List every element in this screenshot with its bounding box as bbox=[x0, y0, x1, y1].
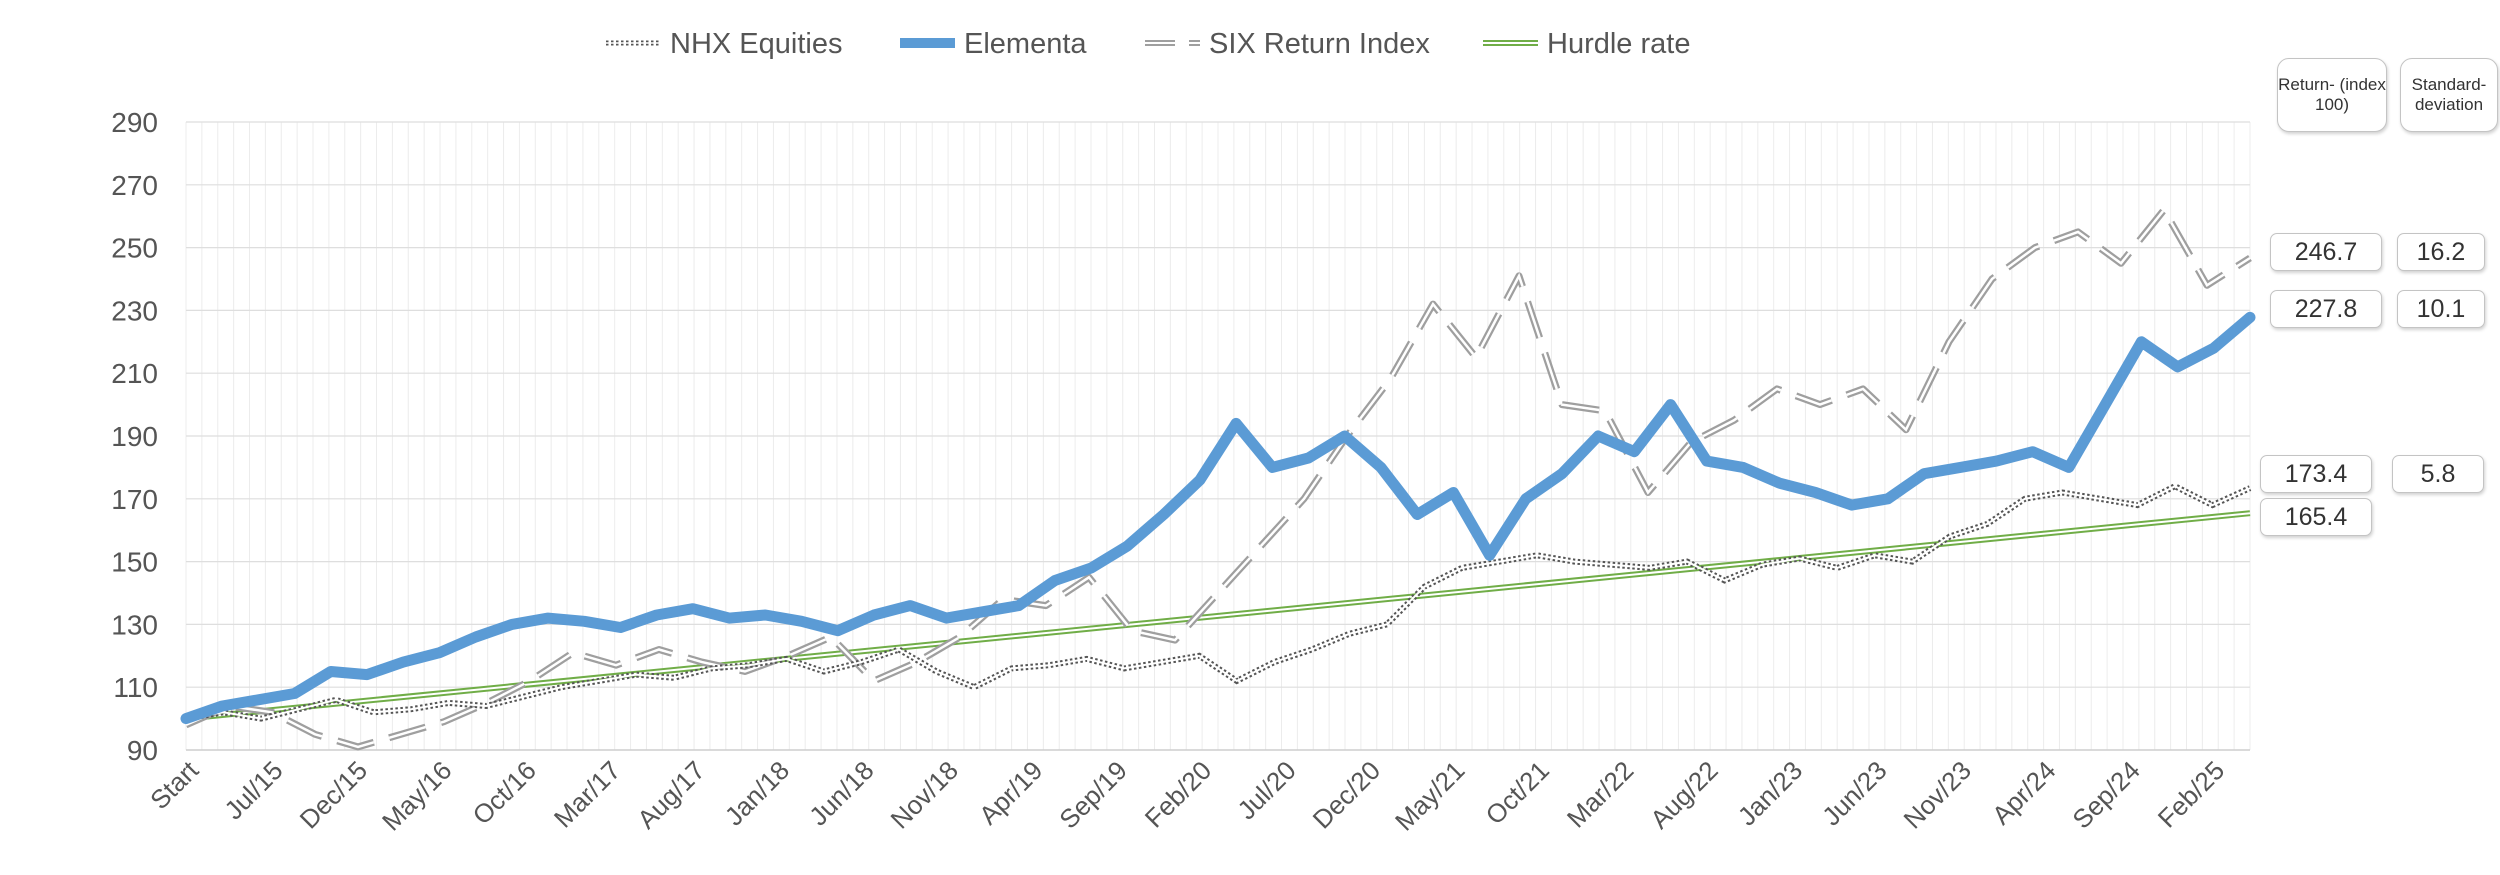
x-tick-label: Jan/23 bbox=[1732, 755, 1808, 831]
six-return-value: 246.7 bbox=[2270, 233, 2382, 271]
legend-item-six-return-index: SIX Return Index bbox=[1145, 28, 1430, 60]
elementa-std-text: 10.1 bbox=[2416, 294, 2466, 323]
return-header-text: Return- (index 100) bbox=[2278, 75, 2386, 114]
six-return-text: 246.7 bbox=[2294, 237, 2358, 266]
x-tick-label: Apr/19 bbox=[973, 755, 1048, 830]
series-line-inner bbox=[185, 485, 2251, 720]
x-tick-label: Apr/24 bbox=[1986, 755, 2061, 830]
elementa-std-value: 10.1 bbox=[2397, 290, 2485, 328]
x-tick-label: May/21 bbox=[1389, 755, 1471, 837]
series-line bbox=[180, 311, 2256, 725]
hurdle-return-text: 165.4 bbox=[2284, 502, 2348, 531]
y-tick-label: 230 bbox=[111, 295, 158, 326]
legend-label: NHX Equities bbox=[670, 28, 842, 60]
x-tick-label: Dec/15 bbox=[294, 755, 373, 834]
x-tick-label: Feb/25 bbox=[2152, 755, 2230, 833]
x-tick-label: Aug/17 bbox=[631, 755, 710, 834]
y-tick-label: 90 bbox=[127, 735, 158, 766]
std-header: Standard- deviation bbox=[2400, 58, 2498, 132]
x-tick-label: Jul/20 bbox=[1231, 755, 1301, 825]
x-tick-label: Nov/23 bbox=[1898, 755, 1977, 834]
six-std-value: 16.2 bbox=[2397, 233, 2485, 271]
x-tick-label: Nov/18 bbox=[885, 755, 964, 834]
legend-item-elementa: Elementa bbox=[900, 28, 1087, 60]
y-tick-label: 290 bbox=[111, 107, 158, 138]
x-tick-label: Jun/18 bbox=[803, 755, 879, 831]
y-tick-label: 110 bbox=[113, 672, 158, 703]
series-hurdle-rate bbox=[185, 510, 2251, 722]
series-line-inner bbox=[185, 207, 2251, 749]
elementa-return-value: 227.8 bbox=[2270, 290, 2382, 328]
series-line-inner bbox=[185, 512, 2251, 720]
x-tick-label: Jul/15 bbox=[218, 755, 288, 825]
x-tick-label: Oct/21 bbox=[1480, 755, 1555, 830]
x-tick-label: Sep/19 bbox=[1053, 755, 1132, 834]
x-tick-label: Aug/22 bbox=[1644, 755, 1723, 834]
gridlines bbox=[185, 121, 2251, 751]
y-tick-label: 170 bbox=[111, 484, 158, 515]
x-tick-label: Jan/18 bbox=[719, 755, 795, 831]
elementa-return-text: 227.8 bbox=[2294, 294, 2358, 323]
legend-item-nhx-equities: NHX Equities bbox=[606, 28, 842, 60]
hurdle-return-value: 165.4 bbox=[2260, 498, 2372, 536]
nhx-return-text: 173.4 bbox=[2284, 459, 2348, 488]
six-std-text: 16.2 bbox=[2416, 237, 2466, 266]
legend-label: SIX Return Index bbox=[1209, 28, 1430, 60]
y-tick-label: 270 bbox=[111, 170, 158, 201]
legend-label: Elementa bbox=[964, 28, 1087, 60]
std-header-text: Standard- deviation bbox=[2411, 75, 2487, 114]
y-tick-label: 130 bbox=[111, 609, 158, 640]
x-tick-label: May/16 bbox=[376, 755, 458, 837]
nhx-std-text: 5.8 bbox=[2420, 459, 2456, 488]
series-six-return-index bbox=[184, 206, 2252, 751]
legend: NHX Equities Elementa SIX Return Index Hurd… bbox=[606, 28, 1690, 60]
y-tick-label: 150 bbox=[111, 547, 158, 578]
x-tick-label: Mar/22 bbox=[1561, 755, 1639, 833]
nhx-return-value: 173.4 bbox=[2260, 455, 2372, 493]
x-tick-label: Oct/16 bbox=[467, 755, 542, 830]
legend-item-hurdle-rate: Hurdle rate bbox=[1483, 28, 1690, 60]
y-tick-label: 250 bbox=[111, 233, 158, 264]
x-tick-label: Mar/17 bbox=[548, 755, 626, 833]
x-tick-label: Jun/23 bbox=[1816, 755, 1892, 831]
y-tick-label: 210 bbox=[111, 358, 158, 389]
nhx-std-value: 5.8 bbox=[2392, 455, 2484, 493]
legend-label: Hurdle rate bbox=[1547, 28, 1690, 60]
y-tick-label: 190 bbox=[111, 421, 158, 452]
x-tick-label: Sep/24 bbox=[2066, 755, 2145, 834]
series-nhx-equities bbox=[185, 482, 2252, 722]
return-header: Return- (index 100) bbox=[2277, 58, 2387, 132]
series-elementa bbox=[180, 311, 2256, 725]
x-tick-label: Dec/20 bbox=[1307, 755, 1386, 834]
x-tick-label: Feb/20 bbox=[1139, 755, 1217, 833]
